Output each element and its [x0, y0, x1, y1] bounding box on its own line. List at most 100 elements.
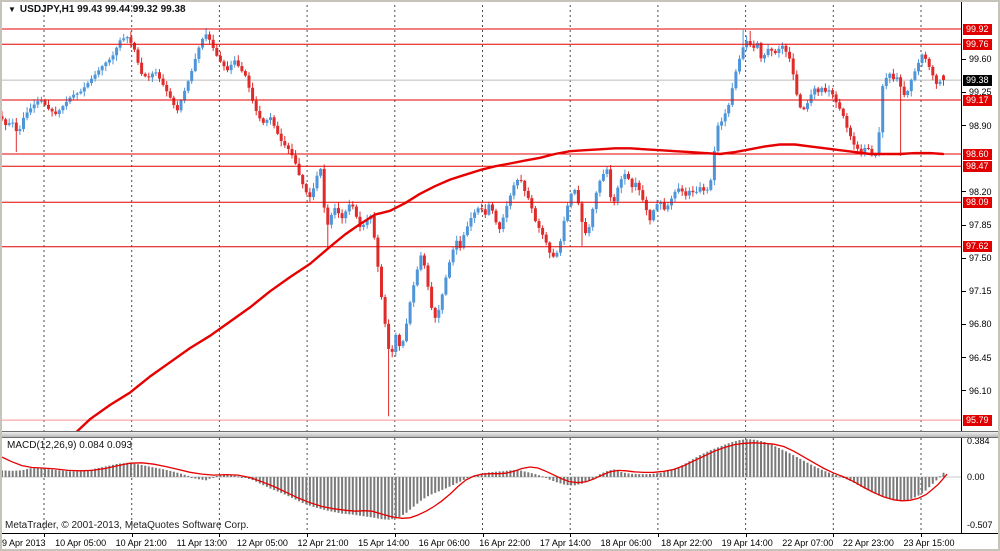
- candle-body: [251, 87, 255, 101]
- candle-body: [365, 219, 369, 225]
- macd-histogram-bar: [22, 470, 25, 477]
- candle-body: [838, 102, 842, 109]
- macd-histogram-bar: [237, 476, 240, 478]
- candle-body: [616, 187, 620, 202]
- price-axis-tick: [962, 191, 966, 192]
- candle-body: [294, 155, 298, 164]
- price-axis[interactable]: 99.92 99.76 99.60 99.38 99.25 99.17 98.90 98.60…: [961, 0, 1000, 533]
- macd-axis-label: 0.00: [967, 472, 985, 482]
- candle-body: [351, 204, 355, 207]
- candle-body: [458, 240, 462, 248]
- candle-body: [265, 120, 269, 123]
- candle-body: [104, 62, 108, 67]
- macd-histogram-bar: [172, 471, 175, 477]
- macd-histogram-bar: [183, 474, 186, 477]
- candle-body: [276, 125, 280, 134]
- candle-body: [11, 122, 15, 124]
- macd-indicator-canvas[interactable]: [0, 438, 961, 533]
- candle-body: [140, 62, 144, 74]
- candle-body: [584, 222, 587, 234]
- price-axis-label: 96.80: [969, 319, 992, 329]
- macd-histogram-bar: [616, 470, 619, 477]
- candle-body: [727, 104, 731, 114]
- macd-histogram-bar: [54, 470, 57, 477]
- candle-body: [143, 73, 147, 77]
- macd-histogram-bar: [26, 469, 29, 477]
- macd-histogram-bar: [860, 477, 863, 487]
- macd-histogram-bar: [276, 477, 279, 492]
- candle-body: [390, 348, 394, 352]
- candle-body: [841, 108, 845, 116]
- macd-histogram-bar: [47, 469, 50, 477]
- candle-body: [72, 94, 76, 98]
- macd-histogram-bar: [301, 477, 304, 503]
- candle-body: [283, 141, 287, 146]
- price-axis-label: 99.60: [969, 54, 992, 64]
- candle-body: [702, 187, 706, 191]
- candle-body: [598, 180, 602, 193]
- macd-histogram-bar: [896, 477, 898, 501]
- candle-body: [290, 149, 294, 156]
- candle-body: [609, 169, 613, 198]
- macd-histogram-bar: [484, 472, 487, 477]
- macd-histogram-bar: [86, 470, 89, 477]
- macd-histogram-bar: [29, 468, 32, 477]
- macd-histogram-bar: [65, 471, 68, 477]
- time-axis-tick: [44, 534, 45, 537]
- macd-histogram-bar: [921, 477, 924, 494]
- candle-body: [698, 187, 702, 192]
- macd-histogram-bar: [79, 471, 82, 477]
- panel-divider[interactable]: [0, 431, 1000, 438]
- macd-histogram-bar: [842, 477, 845, 478]
- candle-body: [437, 309, 441, 318]
- macd-histogram-bar: [523, 471, 526, 477]
- macd-histogram-bar: [760, 441, 762, 477]
- candle-body: [297, 163, 301, 175]
- time-axis-label: 17 Apr 14:00: [539, 538, 591, 548]
- candle-body: [823, 87, 827, 92]
- candle-body: [64, 101, 68, 107]
- price-axis-tick: [962, 357, 966, 358]
- macd-histogram-bar: [273, 477, 276, 491]
- candle-body: [856, 144, 860, 149]
- price-axis-label: 97.85: [969, 220, 992, 230]
- macd-histogram-bar: [416, 477, 419, 504]
- macd-indicator-label: MACD(12,26,9) 0.084 0.093: [7, 440, 133, 451]
- symbol-name: USDJPY,H1: [19, 4, 75, 15]
- macd-histogram-bar: [126, 462, 129, 477]
- macd-histogram-bar: [423, 477, 426, 499]
- time-axis-tick: [395, 534, 396, 537]
- macd-histogram-bar: [856, 477, 859, 485]
- candle-body: [580, 203, 584, 222]
- candle-body: [61, 106, 65, 111]
- time-axis-tick: [219, 534, 220, 537]
- macd-histogram-bar: [101, 467, 104, 477]
- candle-body: [448, 262, 451, 278]
- candle-body: [920, 54, 924, 63]
- candle-body: [408, 302, 412, 324]
- candle-body: [115, 47, 119, 56]
- price-axis-label: 98.90: [969, 121, 992, 131]
- macd-histogram-bar: [326, 477, 329, 511]
- candle-body: [57, 110, 61, 114]
- candle-body: [254, 100, 258, 111]
- macd-histogram-bar: [942, 472, 945, 477]
- macd-histogram-bar: [613, 469, 616, 477]
- macd-histogram-bar: [112, 464, 114, 477]
- candle-body: [734, 71, 738, 89]
- macd-histogram-bar: [831, 473, 834, 477]
- candle-body: [784, 45, 788, 52]
- main-chart-canvas[interactable]: [0, 0, 961, 431]
- macd-histogram-bar: [441, 477, 444, 490]
- macd-histogram-bar: [720, 446, 723, 477]
- macd-histogram-bar: [512, 470, 515, 477]
- macd-histogram-bar: [240, 477, 243, 478]
- candle-body: [802, 107, 806, 110]
- time-axis[interactable]: 9 Apr 2013 10 Apr 05:00 10 Apr 21:00 11 Apr…: [0, 533, 1000, 551]
- candle-body: [215, 48, 219, 56]
- macd-histogram-bar: [230, 475, 233, 477]
- macd-histogram-bar: [104, 466, 107, 477]
- candle-body: [913, 71, 917, 80]
- symbol-dropdown-icon[interactable]: ▼: [8, 5, 16, 14]
